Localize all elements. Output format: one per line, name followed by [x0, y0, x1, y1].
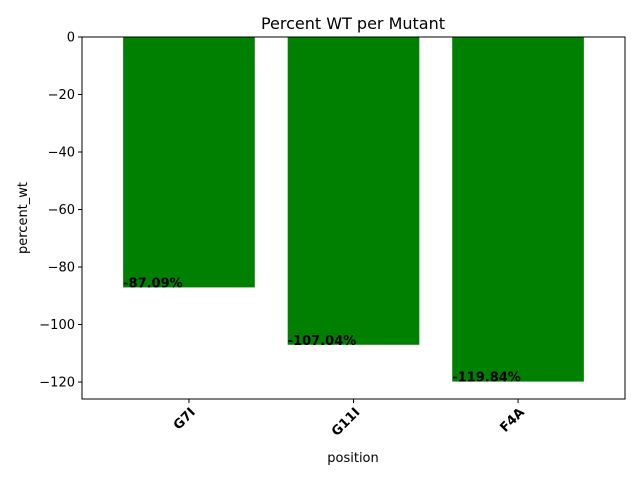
y-tick-label: −60 — [48, 203, 75, 218]
bar-g11i — [287, 37, 420, 345]
bar-g7i — [123, 37, 255, 288]
chart-title: Percent WT per Mutant — [261, 14, 445, 33]
y-tick-label: −20 — [48, 88, 75, 103]
y-axis-label: percent_wt — [16, 182, 31, 254]
bar-value-label: -87.09% — [123, 276, 183, 291]
y-tick-label: −80 — [48, 261, 75, 276]
x-axis-label: position — [327, 451, 379, 466]
y-tick-label: −100 — [39, 318, 75, 333]
bar-f4a — [452, 37, 584, 382]
y-tick-label: −40 — [48, 146, 75, 161]
plot-frame — [81, 36, 626, 400]
bar-value-label: -119.84% — [452, 371, 521, 386]
y-tick-label: −120 — [39, 376, 75, 391]
x-tick-label: G11I — [329, 405, 363, 439]
y-tick-label: 0 — [67, 31, 75, 46]
x-tick-label: G7I — [171, 405, 199, 433]
x-tick-label: F4A — [497, 405, 527, 435]
bar-value-label: -107.04% — [288, 334, 357, 349]
